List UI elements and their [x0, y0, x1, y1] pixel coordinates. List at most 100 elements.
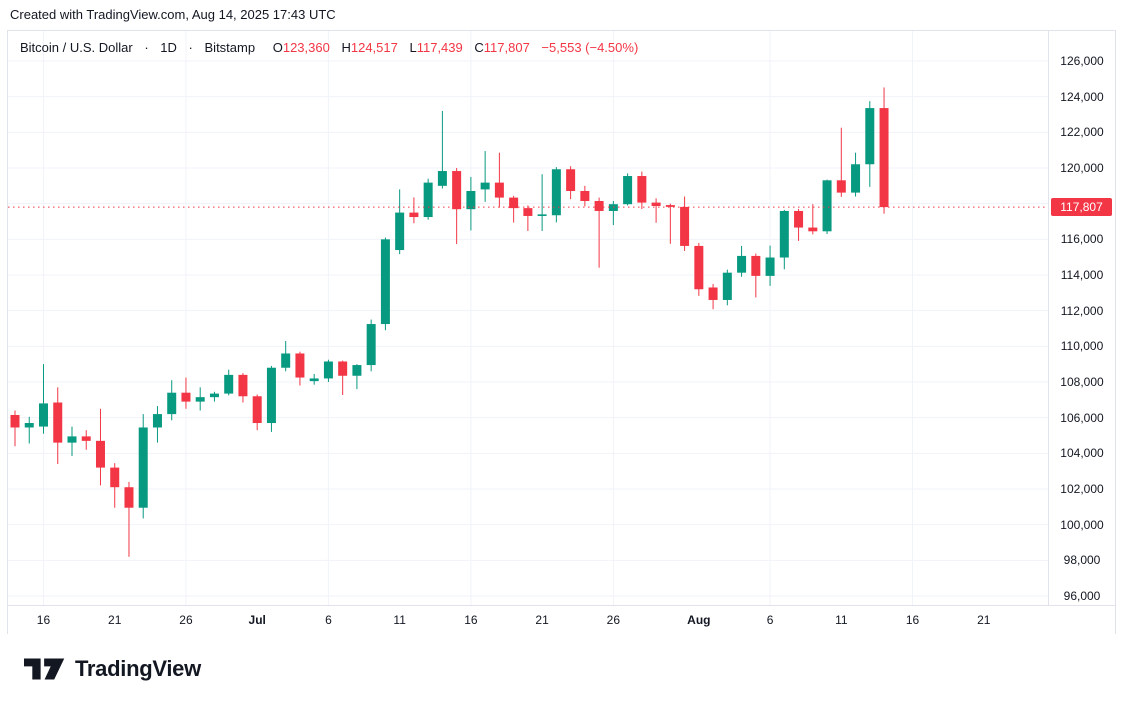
- candle-body: [110, 467, 120, 488]
- low-value: 117,439: [416, 40, 463, 55]
- candle-body: [751, 255, 761, 276]
- candle-body: [266, 367, 276, 424]
- candle-body: [551, 169, 561, 216]
- price-axis-label: 112,000: [1060, 303, 1104, 318]
- candle-body: [238, 374, 248, 397]
- candle-body: [395, 212, 405, 251]
- candle-body: [566, 169, 576, 192]
- candle-body: [195, 397, 205, 402]
- candle-body: [651, 202, 661, 206]
- candle-body: [637, 176, 647, 203]
- candle-body: [708, 287, 718, 300]
- time-axis-label: 11: [393, 613, 406, 627]
- legend-separator: ·: [144, 40, 149, 55]
- time-axis-label: 6: [325, 613, 332, 627]
- open-label: O: [272, 40, 283, 55]
- time-axis-label: 6: [766, 613, 774, 627]
- time-axis-label: Jul: [248, 613, 266, 627]
- price-axis-label: 122,000: [1060, 125, 1104, 140]
- time-axis[interactable]: 16 21 26 Jul 6 11 16 21 26 Aug 6 11 16 21: [8, 605, 1115, 634]
- candle-body: [665, 205, 675, 207]
- time-axis-label: 26: [606, 613, 621, 627]
- candlestick-plot[interactable]: [8, 31, 1048, 605]
- time-axis-label: 16: [464, 613, 478, 627]
- high-value: 124,517: [350, 40, 398, 55]
- candle-body: [865, 108, 875, 165]
- candle-body: [879, 108, 889, 208]
- candle-body: [323, 361, 333, 379]
- candle-body: [95, 440, 105, 468]
- tradingview-logo-icon: [24, 658, 65, 680]
- price-axis-label: 106,000: [1060, 410, 1104, 425]
- candle-body: [352, 365, 362, 376]
- candle-body: [338, 361, 348, 376]
- legend-separator: ·: [188, 40, 193, 55]
- time-axis-label: 21: [535, 613, 549, 627]
- price-axis[interactable]: 126,000124,000122,000120,000118,000116,0…: [1048, 31, 1115, 605]
- candle-body: [851, 164, 861, 193]
- candle-body: [779, 210, 789, 258]
- time-axis-label: 21: [977, 613, 991, 627]
- high-label: H: [341, 40, 351, 55]
- candle-body: [295, 353, 305, 378]
- candle-body: [722, 272, 732, 300]
- candle-body: [423, 182, 433, 218]
- price-axis-label: 114,000: [1060, 268, 1104, 282]
- close-value: 117,807: [483, 40, 530, 55]
- candle-body: [167, 392, 177, 415]
- chart-panel: Bitcoin / U.S. Dollar · 1D · Bitstamp O 1…: [7, 30, 1116, 634]
- candle-body: [480, 182, 490, 190]
- candle-body: [466, 191, 476, 210]
- candle-body: [181, 392, 191, 402]
- candle-body: [680, 206, 690, 246]
- candle-body: [537, 214, 547, 216]
- candle-body: [380, 239, 390, 325]
- candle-body: [81, 436, 91, 441]
- candle-body: [252, 396, 262, 424]
- last-price-badge: 117,807: [1051, 198, 1112, 217]
- price-axis-label: 96,000: [1063, 589, 1101, 603]
- candle-body: [10, 414, 20, 428]
- chart-legend: Bitcoin / U.S. Dollar · 1D · Bitstamp O 1…: [20, 40, 638, 55]
- candle-body: [67, 436, 77, 443]
- price-axis-label: 102,000: [1060, 482, 1104, 496]
- time-axis-label: Aug: [687, 613, 711, 627]
- candle-body: [594, 200, 604, 211]
- candle-body: [152, 414, 162, 428]
- price-axis-label: 120,000: [1060, 161, 1104, 175]
- interval-label[interactable]: 1D: [160, 40, 177, 55]
- symbol-name[interactable]: Bitcoin / U.S. Dollar: [20, 40, 133, 55]
- price-axis-label: 100,000: [1060, 517, 1104, 532]
- candle-body: [24, 423, 34, 428]
- attribution-text: Created with TradingView.com, Aug 14, 20…: [10, 7, 336, 22]
- time-axis-label: 11: [835, 613, 848, 627]
- candle-body: [53, 402, 63, 443]
- candle-body: [124, 487, 134, 508]
- candle-body: [437, 171, 447, 186]
- candle-body: [523, 208, 533, 216]
- time-axis-label: 16: [36, 613, 51, 627]
- candlestick-chart-svg[interactable]: [8, 31, 1048, 605]
- candle-body: [281, 353, 291, 368]
- candle-body: [509, 197, 519, 209]
- time-axis-label: 21: [108, 613, 122, 627]
- price-axis-label: 126,000: [1060, 54, 1104, 68]
- time-axis-label: 26: [179, 613, 193, 627]
- close-label: C: [474, 40, 484, 55]
- price-axis-label: 108,000: [1060, 375, 1104, 389]
- candle-body: [138, 427, 148, 508]
- price-axis-label: 104,000: [1060, 446, 1104, 461]
- low-label: L: [409, 40, 417, 55]
- candle-body: [38, 403, 48, 427]
- price-axis-label: 110,000: [1060, 339, 1104, 354]
- candle-body: [808, 227, 818, 232]
- price-axis-label: 124,000: [1060, 89, 1104, 104]
- footer-brand[interactable]: TradingView: [24, 653, 201, 685]
- candle-body: [494, 182, 504, 198]
- exchange-label[interactable]: Bitstamp: [204, 40, 256, 55]
- candle-body: [737, 255, 747, 273]
- candle-body: [309, 378, 319, 382]
- candle-body: [452, 171, 462, 210]
- candle-body: [580, 191, 590, 201]
- candle-body: [822, 180, 832, 232]
